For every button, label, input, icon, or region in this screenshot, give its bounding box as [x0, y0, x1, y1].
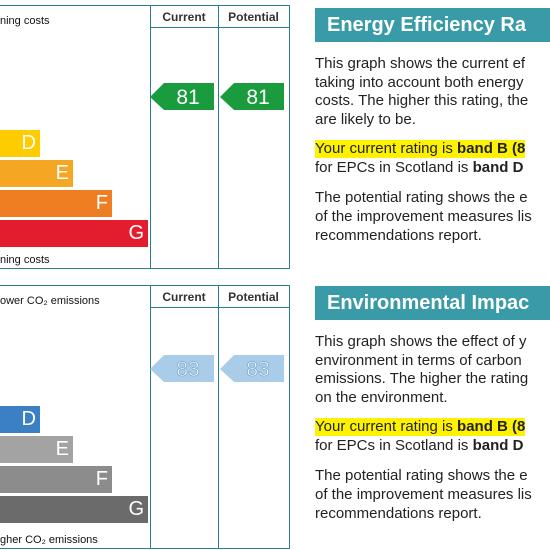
highlight-line: for EPCs in Scotland is band D: [315, 437, 523, 455]
arrow-shape: [150, 355, 214, 382]
rule: [150, 5, 151, 268]
paragraph-line: of the improvement measures lis: [315, 485, 532, 503]
column-header: Current: [162, 290, 206, 304]
arrow-shape: [220, 355, 284, 382]
rating-band: E: [0, 436, 73, 463]
paragraph-line: of the improvement measures lis: [315, 207, 532, 225]
paragraph-line: recommendations report.: [315, 226, 482, 244]
highlight-line: Your current rating is band B (8: [315, 417, 526, 436]
rating-value: 83: [176, 358, 199, 381]
rating-arrow: 83: [150, 355, 214, 382]
paragraph-line: The potential rating shows the e: [315, 189, 528, 207]
rule: [0, 285, 290, 286]
arrow-shape: [220, 83, 284, 110]
rule: [289, 5, 290, 268]
rating-band: F: [0, 466, 112, 493]
paragraph-line: This graph shows the current ef: [315, 55, 526, 72]
rating-arrow: 81: [220, 83, 284, 110]
bold-text: band D: [472, 436, 524, 454]
paragraph-line: costs. The higher this rating, the: [315, 92, 529, 110]
arrow-shape: [150, 83, 214, 110]
paragraph-line: emissions. The higher the rating: [315, 370, 529, 388]
scale-top-label: ower CO₂ emissions: [0, 295, 100, 307]
column-header: Potential: [228, 10, 279, 24]
rating-band: E: [0, 160, 73, 187]
bold-text: band B (8: [457, 139, 526, 157]
scale-top-label: ning costs: [0, 15, 50, 27]
paragraph-line: taking into account both energy: [315, 73, 524, 91]
column-header: Current: [162, 10, 206, 24]
rating-arrow: 81: [150, 83, 214, 110]
text: for EPCs in Scotland is: [315, 436, 473, 454]
rating-value: 81: [176, 86, 199, 109]
paragraph-line: environment in terms of carbon: [315, 351, 522, 369]
rule: [150, 285, 151, 548]
paragraph-line: are likely to be.: [315, 111, 416, 129]
text: Your current rating is: [315, 417, 458, 435]
rating-arrow: 83: [220, 355, 284, 382]
bold-text: band D: [472, 158, 524, 176]
text: Your current rating is: [315, 139, 458, 157]
rating-band: G: [0, 496, 148, 523]
paragraph-line: on the environment.: [315, 389, 448, 407]
rule: [150, 27, 290, 28]
rule: [0, 5, 290, 6]
paragraph-line: The potential rating shows the e: [315, 467, 528, 485]
highlight-line: Your current rating is band B (8: [315, 139, 526, 158]
highlight-line: for EPCs in Scotland is band D: [315, 159, 523, 177]
section-title: Energy Efficiency Ra: [315, 8, 550, 42]
scale-bottom-label: gher CO₂ emissions: [0, 534, 98, 546]
rating-band: D: [0, 130, 40, 157]
rating-band: F: [0, 190, 112, 217]
rule: [289, 285, 290, 548]
section-title: Environmental Impac: [315, 286, 550, 320]
rating-value: 83: [246, 358, 269, 381]
rule: [218, 5, 219, 268]
rating-band: D: [0, 406, 40, 433]
paragraph-line: This graph shows the effect of y: [315, 333, 527, 350]
rating-band: G: [0, 220, 148, 247]
bold-text: band B (8: [457, 417, 526, 435]
scale-bottom-label: ning costs: [0, 254, 50, 266]
rule: [0, 548, 290, 549]
rule: [0, 268, 290, 269]
text: for EPCs in Scotland is: [315, 158, 473, 176]
rule: [150, 307, 290, 308]
paragraph-line: recommendations report.: [315, 504, 482, 522]
column-header: Potential: [228, 290, 279, 304]
rule: [218, 285, 219, 548]
rating-value: 81: [246, 86, 269, 109]
